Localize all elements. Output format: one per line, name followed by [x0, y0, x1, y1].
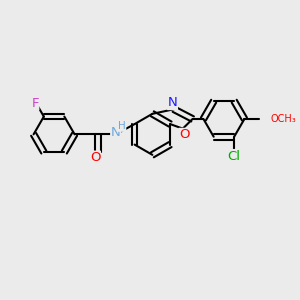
- Text: N: N: [111, 126, 121, 140]
- Text: H: H: [118, 122, 126, 131]
- Text: N: N: [168, 97, 177, 110]
- Text: F: F: [31, 97, 39, 110]
- Text: O: O: [90, 151, 101, 164]
- Text: O: O: [179, 128, 190, 141]
- Text: Cl: Cl: [228, 150, 241, 163]
- Text: OCH₃: OCH₃: [271, 114, 296, 124]
